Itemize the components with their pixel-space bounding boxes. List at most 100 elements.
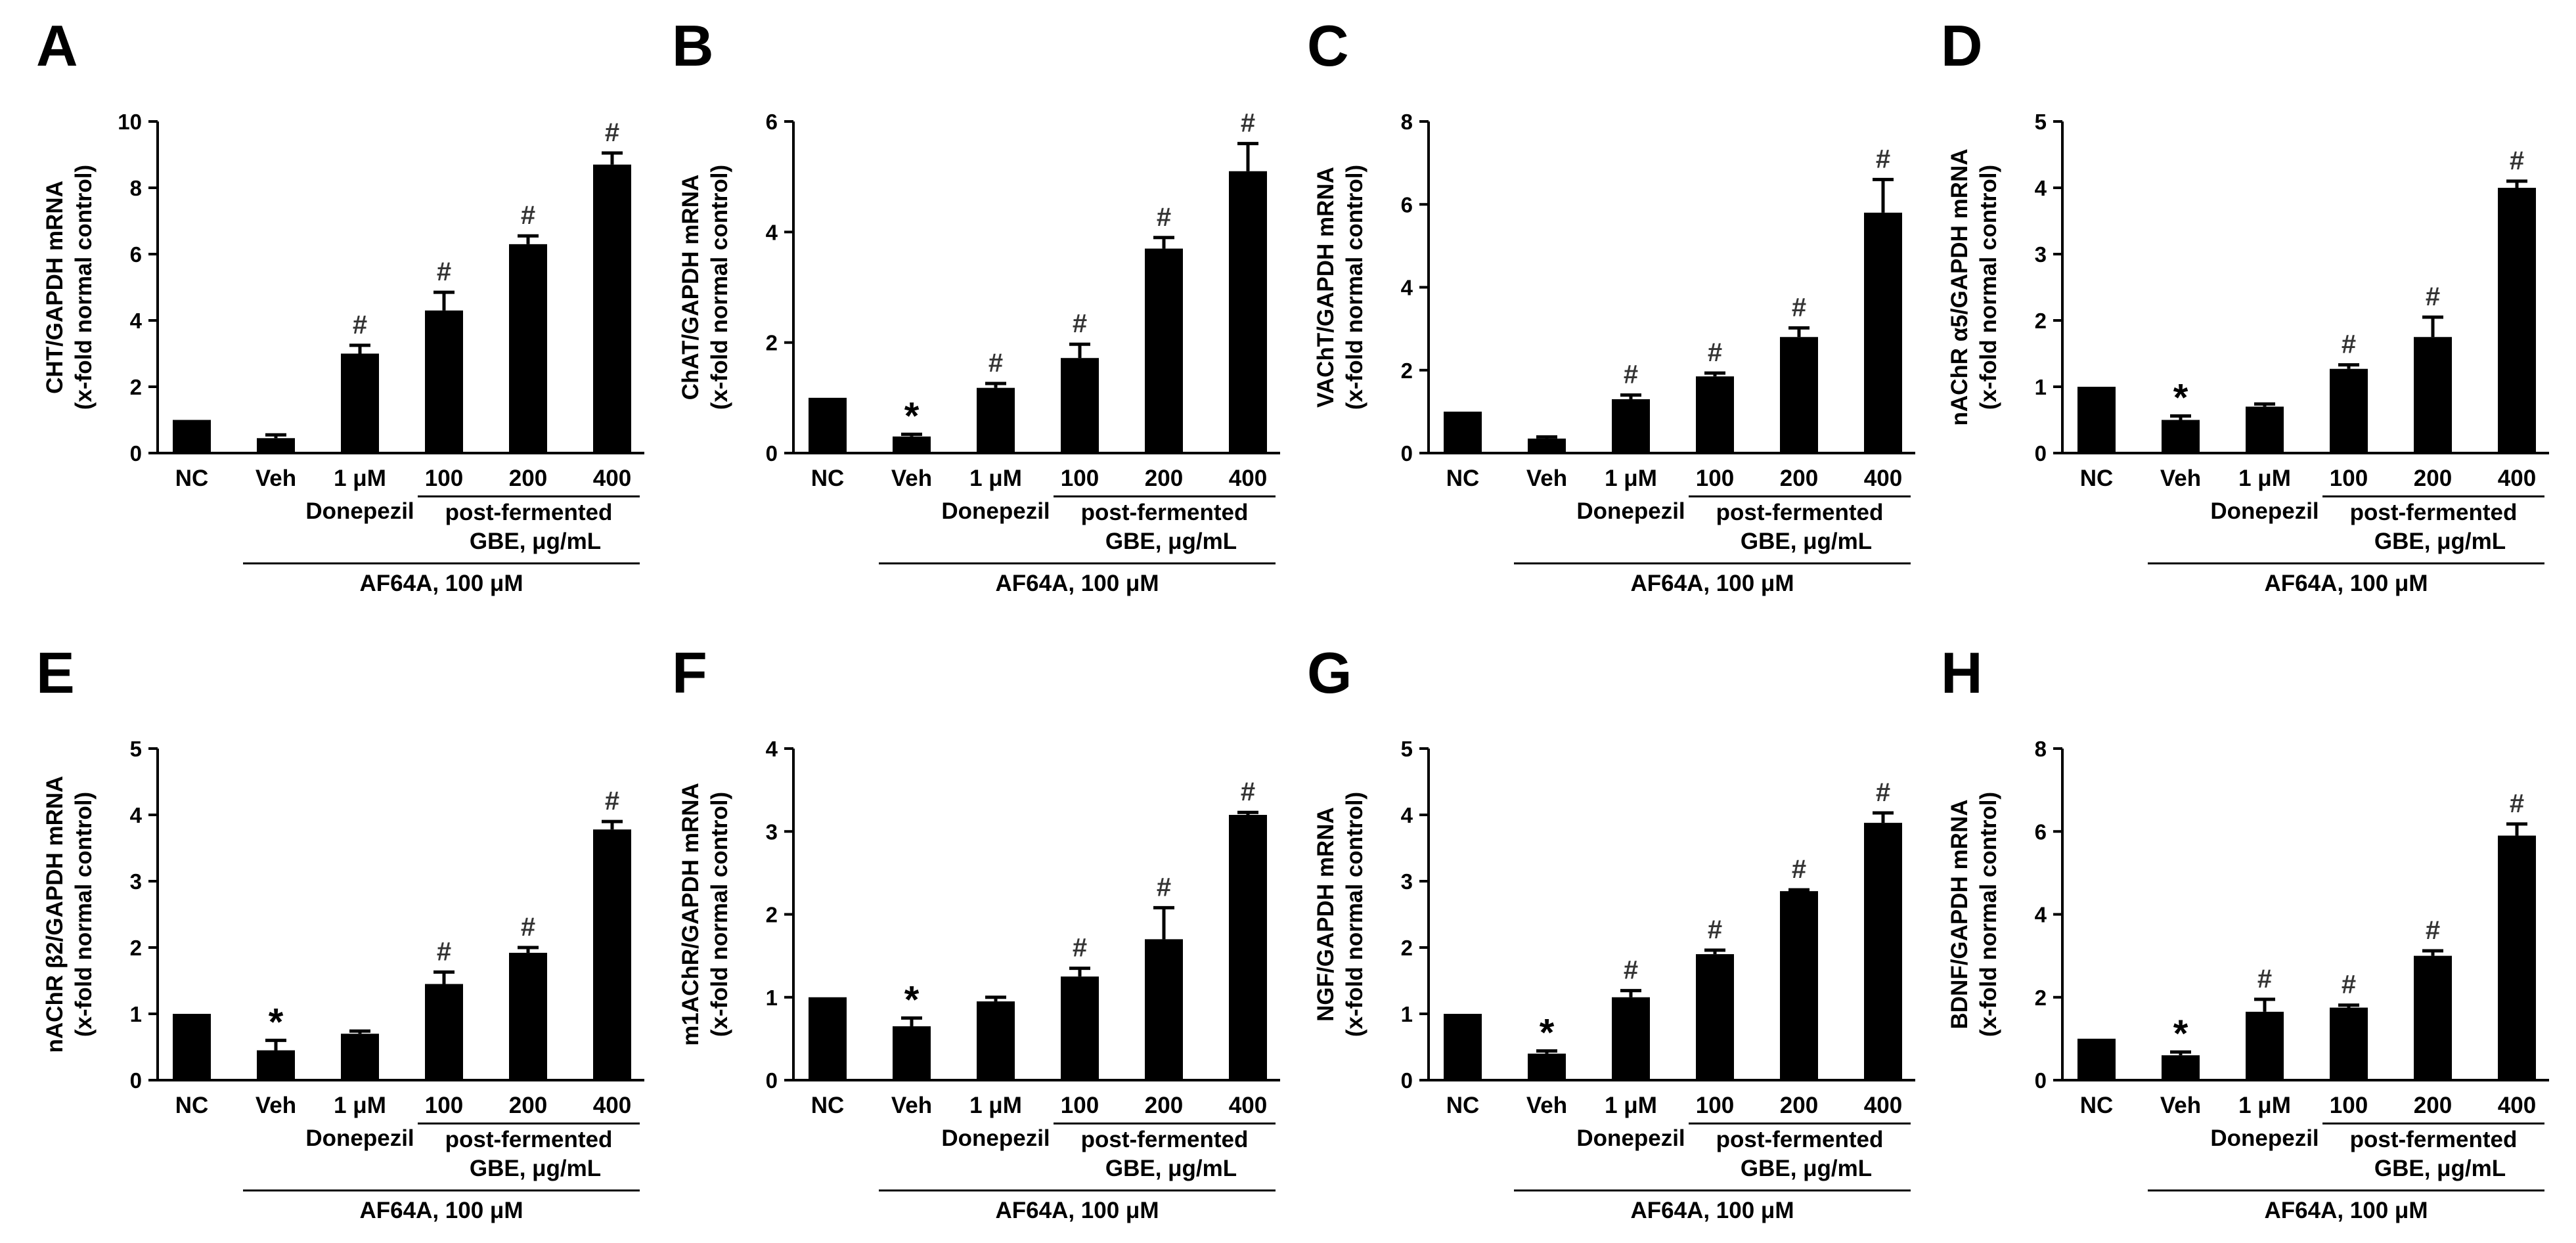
bar <box>2077 387 2116 453</box>
significance-hash: # <box>1624 360 1638 389</box>
x-tick-label: NC <box>175 466 209 491</box>
significance-hash: # <box>521 201 535 230</box>
donepezil-label: Donepezil <box>2210 498 2319 524</box>
y-tick-label: 1 <box>766 986 778 1010</box>
x-tick-label: 200 <box>1780 466 1818 491</box>
y-tick-label: 3 <box>130 869 142 894</box>
bar <box>1229 815 1267 1080</box>
panel-letter: F <box>672 640 707 705</box>
gbe-label-line-1: post-fermented <box>1081 1127 1249 1152</box>
gbe-label-line-1: post-fermented <box>1716 500 1884 525</box>
y-tick-label: 2 <box>130 936 142 960</box>
y-axis-label-line: (x-fold normal control) <box>71 165 97 410</box>
bar <box>257 438 295 453</box>
bar <box>1145 939 1183 1080</box>
significance-hash: # <box>2426 282 2440 311</box>
gbe-label-line-1: post-fermented <box>1716 1127 1884 1152</box>
gbe-label-line-1: post-fermented <box>2350 1127 2518 1152</box>
x-tick-label: Veh <box>891 466 932 491</box>
panel-letter: G <box>1307 640 1352 705</box>
x-tick-label: 200 <box>1145 466 1183 491</box>
significance-hash: # <box>2257 965 2272 993</box>
significance-hash: # <box>1708 915 1722 944</box>
x-tick-label: Veh <box>891 1093 932 1118</box>
significance-hash: # <box>2342 330 2356 359</box>
significance-hash: # <box>605 787 619 816</box>
y-axis-label-line: (x-fold normal control) <box>707 792 732 1037</box>
gbe-label-line-1: post-fermented <box>445 500 613 525</box>
bar <box>1612 997 1650 1080</box>
x-tick-label: 400 <box>593 466 631 491</box>
bar <box>1864 212 1902 453</box>
x-tick-label: Veh <box>2160 466 2201 491</box>
chart-panel-f: F 0 1 2 3 4 m1AChR/GAPDH mRNA (x-fold normal co… <box>672 640 1280 1223</box>
gbe-label-line-2: GBE, μg/mL <box>470 529 601 554</box>
y-tick-label: 6 <box>130 242 142 267</box>
bar <box>509 244 547 453</box>
significance-hash: # <box>353 311 367 339</box>
bar <box>341 1034 379 1080</box>
x-tick-label: NC <box>811 1093 845 1118</box>
significance-hash: # <box>437 937 451 966</box>
x-tick-label: 200 <box>2414 466 2452 491</box>
gbe-label-line-1: post-fermented <box>2350 500 2518 525</box>
gbe-label-line-2: GBE, μg/mL <box>2374 1156 2506 1181</box>
x-tick-label: NC <box>2080 1093 2114 1118</box>
af64a-label: AF64A, 100 μM <box>2265 1198 2428 1223</box>
bar <box>593 164 631 453</box>
y-axis-label-line: (x-fold normal control) <box>1976 792 2001 1037</box>
significance-hash: # <box>1792 293 1806 322</box>
donepezil-label: Donepezil <box>305 1125 414 1151</box>
x-tick-label: 100 <box>1061 466 1099 491</box>
x-tick-label: 200 <box>509 466 547 491</box>
y-tick-label: 4 <box>2035 176 2047 200</box>
x-tick-label: Veh <box>2160 1093 2201 1118</box>
x-tick-label: NC <box>1446 1093 1480 1118</box>
af64a-label: AF64A, 100 μM <box>2265 571 2428 596</box>
donepezil-label: Donepezil <box>2210 1125 2319 1151</box>
y-tick-label: 8 <box>130 176 142 200</box>
bar <box>173 1014 211 1080</box>
bar <box>1061 358 1099 453</box>
panel-letter: C <box>1307 13 1349 78</box>
x-tick-label: 1 μM <box>334 1093 386 1118</box>
x-tick-label: Veh <box>255 1093 296 1118</box>
y-axis-label: ChAT/GAPDH mRNA (x-fold normal control) <box>678 165 732 410</box>
donepezil-label: Donepezil <box>1576 1125 1685 1151</box>
bar <box>977 387 1015 453</box>
x-tick-label: 1 μM <box>969 466 1022 491</box>
y-tick-label: 2 <box>1401 359 1413 383</box>
bar <box>2330 368 2368 453</box>
bar <box>1864 823 1902 1080</box>
bar <box>2246 406 2284 453</box>
significance-hash: # <box>1241 777 1255 806</box>
chart-panel-g: G 0 1 2 3 4 5 NGF/GAPDH mRNA (x-fold normal cont… <box>1307 640 1915 1223</box>
x-tick-label: 200 <box>1780 1093 1818 1118</box>
gbe-label-line-1: post-fermented <box>1081 500 1249 525</box>
y-tick-label: 2 <box>130 375 142 399</box>
y-tick-label: 4 <box>2035 903 2047 927</box>
donepezil-label: Donepezil <box>1576 498 1685 524</box>
x-tick-label: 400 <box>593 1093 631 1118</box>
y-tick-label: 3 <box>2035 242 2047 267</box>
significance-hash: # <box>1157 873 1171 902</box>
bar <box>509 953 547 1080</box>
bar <box>425 984 463 1080</box>
significance-hash: # <box>1241 109 1255 138</box>
y-tick-label: 0 <box>130 1068 142 1093</box>
y-tick-label: 5 <box>1401 737 1413 761</box>
y-axis-label-line: BDNF/GAPDH mRNA <box>1947 800 1972 1030</box>
bar <box>2414 337 2452 453</box>
gbe-label-line-2: GBE, μg/mL <box>1105 1156 1237 1181</box>
significance-star: * <box>904 395 920 437</box>
significance-star: * <box>1540 1012 1555 1055</box>
y-axis-label: VAChT/GAPDH mRNA (x-fold normal control) <box>1313 165 1367 410</box>
significance-hash: # <box>1708 338 1722 367</box>
bar <box>2414 955 2452 1080</box>
x-tick-label: 1 μM <box>2238 466 2291 491</box>
y-tick-label: 6 <box>1401 192 1413 217</box>
gbe-label-line-2: GBE, μg/mL <box>1741 1156 1872 1181</box>
y-tick-label: 2 <box>766 903 778 927</box>
af64a-label: AF64A, 100 μM <box>360 571 523 596</box>
x-tick-label: 1 μM <box>334 466 386 491</box>
